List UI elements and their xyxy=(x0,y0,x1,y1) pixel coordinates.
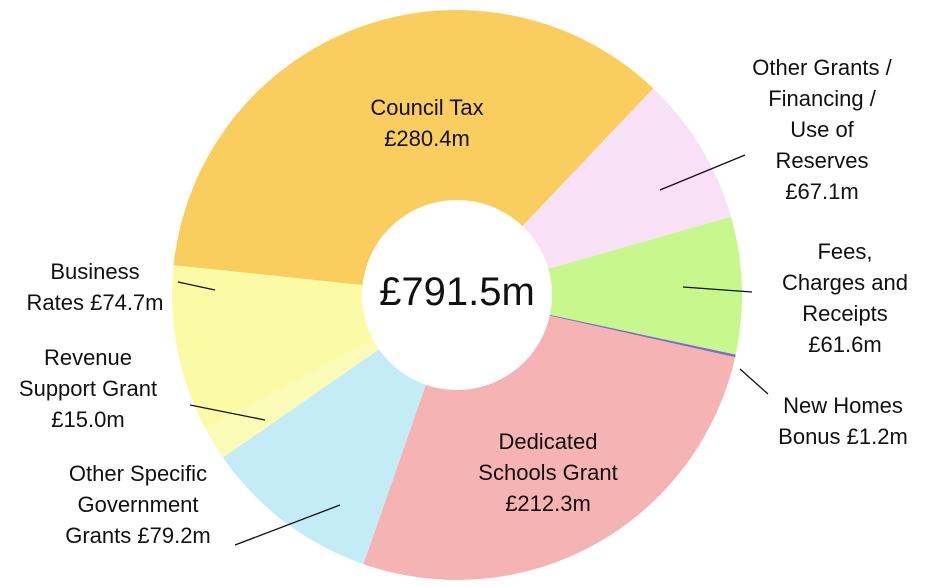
category-name: Council Tax xyxy=(370,95,484,120)
category-name: Business Rates xyxy=(26,259,140,315)
slice xyxy=(171,265,374,429)
value-label: £1.2m xyxy=(846,424,908,449)
leader-line xyxy=(739,368,769,395)
value-label: £15.0m xyxy=(51,407,125,432)
value-label: £280.4m xyxy=(384,126,470,151)
slice xyxy=(548,216,742,355)
leader-line xyxy=(659,154,746,191)
slice-label: Fees, Charges and Receipts £61.6m xyxy=(780,236,910,360)
slice xyxy=(363,315,736,580)
slice xyxy=(549,314,736,358)
slice-label: New Homes Bonus £1.2m xyxy=(773,390,913,452)
category-name: Revenue Support Grant xyxy=(18,345,158,401)
center-label: £791.5m xyxy=(379,270,535,314)
category-name: Other Grants / Financing / Use of Reserv… xyxy=(752,55,892,173)
slice xyxy=(222,349,426,565)
value-label: £79.2m xyxy=(137,523,211,548)
value-label: £67.1m xyxy=(785,179,859,204)
slice-label: Dedicated Schools Grant £212.3m xyxy=(468,426,628,519)
slice-label: Council Tax £280.4m xyxy=(352,92,502,154)
leader-line xyxy=(189,404,266,421)
slice xyxy=(173,9,654,286)
leader-line xyxy=(177,281,216,291)
slice-label: Other Grants / Financing / Use of Reserv… xyxy=(750,52,895,207)
value-label: £212.3m xyxy=(505,491,591,516)
category-name: Fees, Charges and Receipts xyxy=(782,239,908,326)
value-label: £61.6m xyxy=(808,332,882,357)
slice xyxy=(205,339,379,458)
category-name: New Homes Bonus xyxy=(778,393,903,449)
slice xyxy=(522,88,732,269)
value-label: £74.7m xyxy=(90,290,164,315)
leader-line xyxy=(682,286,753,293)
leader-line xyxy=(234,504,341,546)
slice-label: Other Specific Government Grants £79.2m xyxy=(61,458,216,551)
category-name: Dedicated Schools Grant xyxy=(478,429,618,485)
slice-label: Revenue Support Grant £15.0m xyxy=(11,342,166,435)
slice-label: Business Rates £74.7m xyxy=(23,256,168,318)
category-name: Other Specific Government Grants xyxy=(65,461,208,548)
